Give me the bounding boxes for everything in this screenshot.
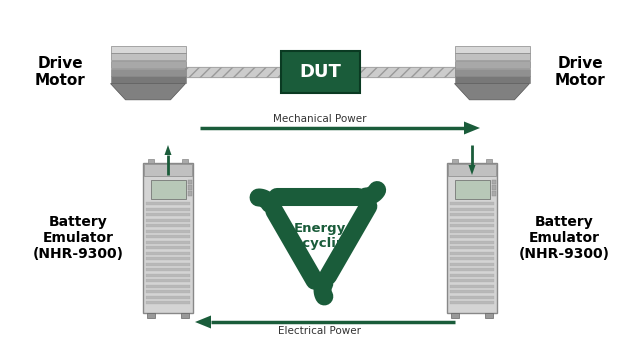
- Text: Mechanical Power: Mechanical Power: [273, 114, 367, 124]
- FancyBboxPatch shape: [450, 279, 494, 282]
- FancyBboxPatch shape: [182, 159, 188, 163]
- FancyBboxPatch shape: [450, 224, 494, 227]
- FancyBboxPatch shape: [185, 67, 455, 77]
- Polygon shape: [358, 191, 365, 204]
- Polygon shape: [269, 204, 280, 214]
- FancyBboxPatch shape: [454, 53, 529, 60]
- FancyBboxPatch shape: [450, 246, 494, 249]
- FancyBboxPatch shape: [188, 180, 191, 185]
- FancyBboxPatch shape: [450, 268, 494, 271]
- FancyBboxPatch shape: [447, 163, 497, 313]
- FancyBboxPatch shape: [450, 262, 494, 266]
- FancyBboxPatch shape: [146, 241, 190, 243]
- FancyBboxPatch shape: [143, 163, 193, 313]
- FancyBboxPatch shape: [280, 51, 360, 93]
- FancyBboxPatch shape: [448, 164, 496, 176]
- Text: Electrical Power: Electrical Power: [278, 326, 362, 336]
- Text: Battery
Emulator
(NHR-9300): Battery Emulator (NHR-9300): [518, 215, 609, 261]
- FancyBboxPatch shape: [146, 246, 190, 249]
- FancyBboxPatch shape: [146, 295, 190, 298]
- FancyBboxPatch shape: [111, 61, 186, 68]
- Polygon shape: [195, 316, 211, 328]
- Polygon shape: [454, 84, 529, 100]
- FancyBboxPatch shape: [111, 53, 186, 60]
- Text: Drive
Motor: Drive Motor: [35, 56, 85, 88]
- FancyBboxPatch shape: [111, 46, 186, 53]
- Polygon shape: [111, 84, 186, 100]
- FancyBboxPatch shape: [485, 313, 493, 318]
- FancyBboxPatch shape: [451, 313, 459, 318]
- FancyBboxPatch shape: [144, 164, 192, 176]
- Polygon shape: [323, 273, 333, 283]
- FancyBboxPatch shape: [146, 252, 190, 255]
- FancyBboxPatch shape: [146, 235, 190, 238]
- FancyBboxPatch shape: [181, 313, 189, 318]
- Polygon shape: [185, 67, 455, 77]
- FancyBboxPatch shape: [450, 241, 494, 243]
- FancyBboxPatch shape: [450, 229, 494, 233]
- FancyBboxPatch shape: [486, 159, 492, 163]
- FancyBboxPatch shape: [147, 313, 155, 318]
- FancyBboxPatch shape: [450, 257, 494, 260]
- FancyBboxPatch shape: [450, 208, 494, 210]
- FancyBboxPatch shape: [146, 202, 190, 205]
- FancyBboxPatch shape: [452, 159, 458, 163]
- Polygon shape: [164, 145, 172, 155]
- FancyBboxPatch shape: [146, 262, 190, 266]
- FancyBboxPatch shape: [450, 274, 494, 276]
- FancyBboxPatch shape: [450, 219, 494, 222]
- FancyBboxPatch shape: [111, 76, 186, 83]
- FancyBboxPatch shape: [454, 180, 490, 199]
- Text: Energy
Recycling: Energy Recycling: [284, 222, 356, 250]
- FancyBboxPatch shape: [146, 274, 190, 276]
- FancyBboxPatch shape: [450, 284, 494, 288]
- FancyBboxPatch shape: [146, 279, 190, 282]
- Polygon shape: [464, 121, 480, 135]
- FancyBboxPatch shape: [450, 202, 494, 205]
- FancyBboxPatch shape: [492, 185, 495, 190]
- Polygon shape: [468, 165, 476, 175]
- FancyBboxPatch shape: [188, 185, 191, 190]
- FancyBboxPatch shape: [146, 224, 190, 227]
- FancyBboxPatch shape: [146, 257, 190, 260]
- FancyBboxPatch shape: [146, 268, 190, 271]
- FancyBboxPatch shape: [146, 213, 190, 216]
- FancyBboxPatch shape: [150, 180, 186, 199]
- Text: Battery
Emulator
(NHR-9300): Battery Emulator (NHR-9300): [33, 215, 124, 261]
- FancyBboxPatch shape: [450, 235, 494, 238]
- FancyBboxPatch shape: [454, 61, 529, 68]
- FancyBboxPatch shape: [146, 284, 190, 288]
- FancyBboxPatch shape: [492, 180, 495, 185]
- FancyBboxPatch shape: [146, 208, 190, 210]
- FancyBboxPatch shape: [492, 191, 495, 196]
- FancyBboxPatch shape: [146, 301, 190, 304]
- FancyBboxPatch shape: [450, 213, 494, 216]
- Text: DUT: DUT: [299, 63, 341, 81]
- FancyBboxPatch shape: [450, 301, 494, 304]
- FancyBboxPatch shape: [146, 229, 190, 233]
- FancyBboxPatch shape: [454, 76, 529, 83]
- FancyBboxPatch shape: [146, 290, 190, 293]
- FancyBboxPatch shape: [454, 69, 529, 75]
- FancyBboxPatch shape: [450, 252, 494, 255]
- FancyBboxPatch shape: [148, 159, 154, 163]
- FancyBboxPatch shape: [450, 295, 494, 298]
- Text: Drive
Motor: Drive Motor: [555, 56, 605, 88]
- FancyBboxPatch shape: [454, 46, 529, 53]
- FancyBboxPatch shape: [146, 219, 190, 222]
- FancyBboxPatch shape: [111, 69, 186, 75]
- FancyBboxPatch shape: [188, 191, 191, 196]
- FancyBboxPatch shape: [450, 290, 494, 293]
